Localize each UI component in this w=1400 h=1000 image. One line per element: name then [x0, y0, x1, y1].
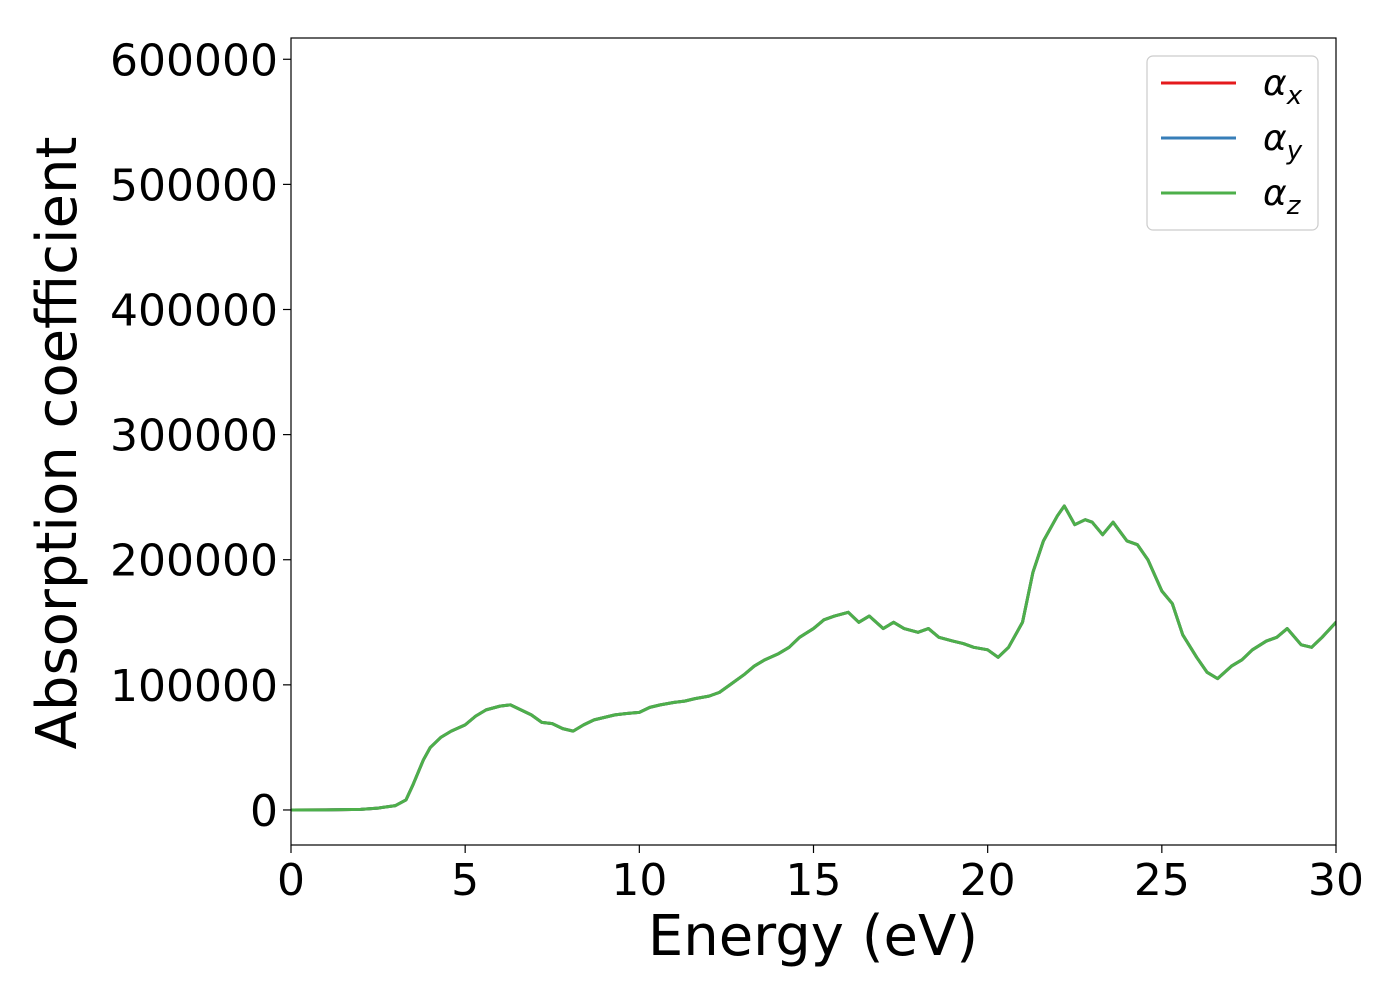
y-tick-label: 200000 [110, 536, 278, 587]
x-tick-label: 25 [1134, 855, 1190, 906]
x-tick-label: 15 [786, 855, 842, 906]
y-tick-label: 600000 [110, 35, 278, 86]
plot-area [290, 37, 1337, 846]
y-tick-label: 400000 [110, 286, 278, 337]
y-tick-label: 100000 [110, 661, 278, 712]
x-axis-ticks: 0 5 10 15 20 25 30 [277, 845, 1364, 906]
legend-box [1146, 55, 1319, 231]
y-axis-title: Absorption coefficient [25, 137, 90, 750]
legend: αx αy αz [1146, 55, 1319, 231]
x-tick-label: 5 [451, 855, 479, 906]
y-axis-ticks: 0 100000 200000 300000 400000 500000 600000 [110, 35, 291, 837]
x-axis-title: Energy (eV) [648, 904, 978, 969]
legend-label-x: αx [1263, 63, 1303, 111]
y-tick-label: 0 [250, 786, 278, 837]
y-tick-label: 300000 [110, 411, 278, 462]
x-tick-label: 20 [960, 855, 1016, 906]
series-line-3 [291, 504, 1336, 812]
x-tick-label: 10 [611, 855, 667, 906]
x-tick-label: 30 [1308, 855, 1364, 906]
y-tick-label: 500000 [110, 160, 278, 211]
x-tick-label: 0 [277, 855, 305, 906]
legend-label-z: αz [1263, 173, 1302, 221]
legend-label-y: αy [1263, 118, 1303, 166]
